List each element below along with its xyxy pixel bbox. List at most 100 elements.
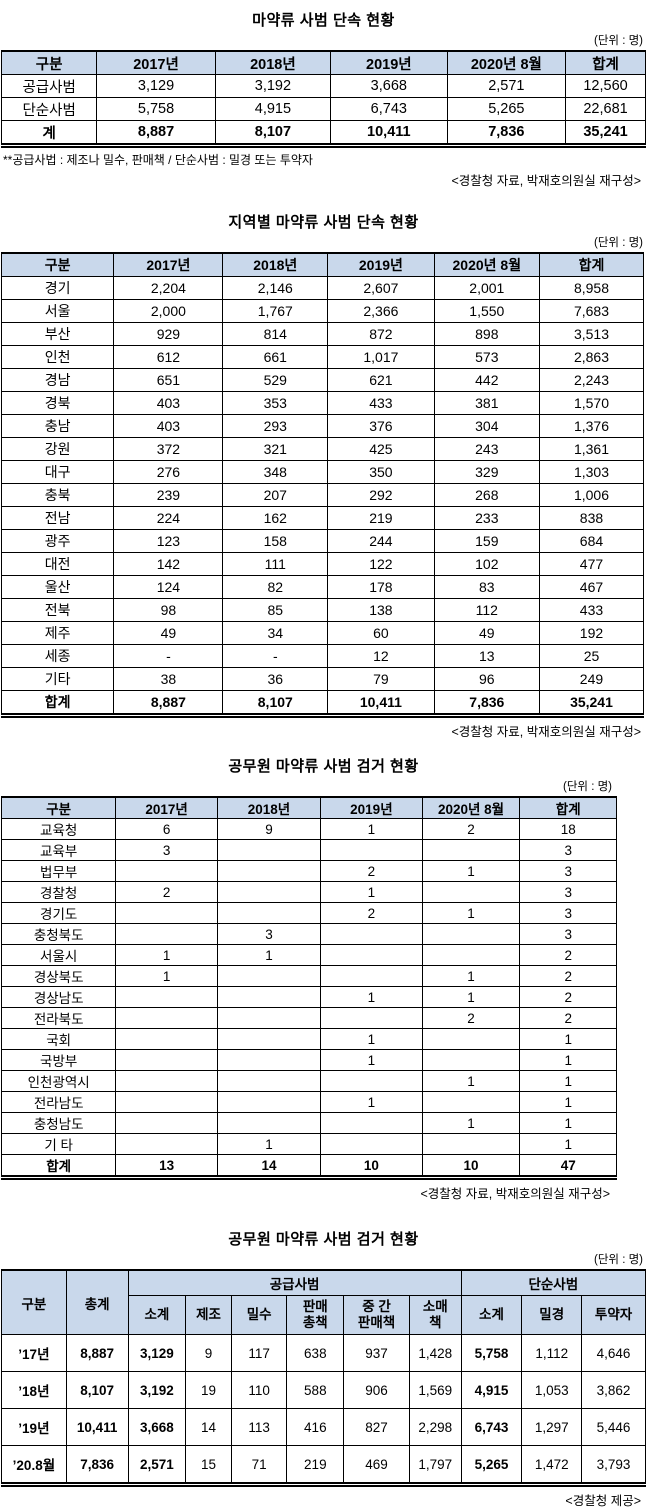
table1-source-note: <경찰청 자료, 박재호의원실 재구성> xyxy=(451,174,642,188)
table-row: 교육청 6 9 1 2 18 xyxy=(0,818,617,840)
data-cell: 573 xyxy=(433,345,540,369)
row-label: 충북 xyxy=(0,483,115,507)
data-cell: 1 xyxy=(519,1070,617,1092)
data-cell: 3,129 xyxy=(127,1334,187,1372)
data-cell: 5,446 xyxy=(581,1408,646,1446)
table-row: 교육부 3 3 xyxy=(0,839,617,861)
data-cell: 1 xyxy=(115,965,218,987)
total-cell: 35,241 xyxy=(538,690,645,716)
data-cell: 304 xyxy=(433,414,540,438)
data-cell: 1,303 xyxy=(538,460,645,484)
header-cell: 2018년 xyxy=(214,50,332,75)
data-cell: 25 xyxy=(538,644,645,668)
data-cell: 350 xyxy=(327,460,435,484)
table3-source-note: <경찰청 자료, 박재호의원실 재구성> xyxy=(420,1187,611,1201)
data-cell xyxy=(320,1112,423,1134)
data-cell xyxy=(421,839,521,861)
data-cell: 467 xyxy=(538,575,645,599)
total-cell: 47 xyxy=(519,1154,617,1178)
data-cell: 2 xyxy=(519,1007,617,1029)
data-cell: 8,887 xyxy=(65,1334,129,1372)
total-row: 합계 13 14 10 10 47 xyxy=(0,1154,617,1178)
data-cell xyxy=(115,986,218,1008)
data-cell: 19 xyxy=(185,1371,232,1409)
row-label: ’20.8월 xyxy=(1,1445,67,1485)
table-row: 강원 372 321 425 243 1,361 xyxy=(0,437,645,461)
data-cell: 243 xyxy=(433,437,540,461)
data-cell: 684 xyxy=(538,529,645,553)
spacer xyxy=(0,739,647,758)
total-cell: 8,107 xyxy=(214,120,332,146)
data-cell: 2,298 xyxy=(408,1408,462,1446)
data-cell: - xyxy=(113,644,224,668)
table-row: 울산 124 82 178 83 467 xyxy=(0,575,645,599)
data-cell xyxy=(320,923,423,945)
data-cell xyxy=(216,881,322,903)
data-cell: 477 xyxy=(538,552,645,576)
data-cell: 2,863 xyxy=(538,345,645,369)
total-cell: 10 xyxy=(320,1154,423,1178)
data-cell: 3 xyxy=(115,839,218,861)
header-cell: 소계 xyxy=(127,1295,187,1335)
data-cell: 1,053 xyxy=(521,1371,583,1409)
data-cell: 239 xyxy=(113,483,224,507)
data-cell xyxy=(216,860,322,882)
data-cell: 3 xyxy=(519,923,617,945)
data-cell: - xyxy=(222,644,329,668)
data-cell: 138 xyxy=(327,598,435,622)
data-cell xyxy=(421,1133,521,1155)
row-label: 경남 xyxy=(0,368,115,392)
total-cell: 8,887 xyxy=(113,690,224,716)
data-cell: 124 xyxy=(113,575,224,599)
data-cell: 1,570 xyxy=(538,391,645,415)
row-label: 전라남도 xyxy=(0,1091,117,1113)
row-label: 대전 xyxy=(0,552,115,576)
total-cell: 8,887 xyxy=(96,120,216,146)
table1-footnote: **공급사법 : 제조나 밀수, 판매책 / 단순사범 : 밀경 또는 투약자 xyxy=(3,153,313,167)
data-cell: 219 xyxy=(286,1445,345,1485)
data-cell: 276 xyxy=(113,460,224,484)
row-label: 서울시 xyxy=(0,944,117,966)
header-cell: 2019년 xyxy=(320,796,423,819)
data-cell: 1 xyxy=(421,986,521,1008)
row-label: 경찰청 xyxy=(0,881,117,903)
data-cell: 34 xyxy=(222,621,329,645)
data-cell: 838 xyxy=(538,506,645,530)
data-cell xyxy=(320,1133,423,1155)
data-cell: 1 xyxy=(320,1028,423,1050)
data-cell: 111 xyxy=(222,552,329,576)
data-cell xyxy=(115,1049,218,1071)
data-cell: 425 xyxy=(327,437,435,461)
data-cell: 3 xyxy=(519,881,617,903)
data-cell xyxy=(216,986,322,1008)
data-cell: 1 xyxy=(115,944,218,966)
data-cell: 1 xyxy=(320,1049,423,1071)
header-cell: 밀수 xyxy=(230,1295,288,1335)
data-cell: 233 xyxy=(433,506,540,530)
data-cell xyxy=(115,860,218,882)
data-cell xyxy=(421,1028,521,1050)
data-cell: 192 xyxy=(538,621,645,645)
data-cell: 162 xyxy=(222,506,329,530)
data-cell: 9 xyxy=(216,818,322,840)
data-cell: 117 xyxy=(230,1334,288,1372)
header-cell: 제조 xyxy=(185,1295,232,1335)
data-cell: 2 xyxy=(519,986,617,1008)
row-label: 광주 xyxy=(0,529,115,553)
row-label: 경상북도 xyxy=(0,965,117,987)
data-cell: 110 xyxy=(230,1371,288,1409)
table-row: 경기 2,204 2,146 2,607 2,001 8,958 xyxy=(0,276,645,300)
total-label: 합계 xyxy=(0,690,115,716)
total-row: 계 8,887 8,107 10,411 7,836 35,241 xyxy=(0,120,646,146)
table-row: 충북 239 207 292 268 1,006 xyxy=(0,483,645,507)
data-cell: 38 xyxy=(113,667,224,691)
header-cell: 2020년 8월 xyxy=(446,50,567,75)
data-cell: 112 xyxy=(433,598,540,622)
header-cell: 투약자 xyxy=(581,1295,646,1335)
table2-title: 지역별 마약류 사범 단속 현황 xyxy=(228,214,419,231)
data-cell xyxy=(115,1091,218,1113)
data-cell: 60 xyxy=(327,621,435,645)
header-cell: 밀경 xyxy=(521,1295,583,1335)
data-cell xyxy=(216,1028,322,1050)
data-cell: 3,793 xyxy=(581,1445,646,1485)
